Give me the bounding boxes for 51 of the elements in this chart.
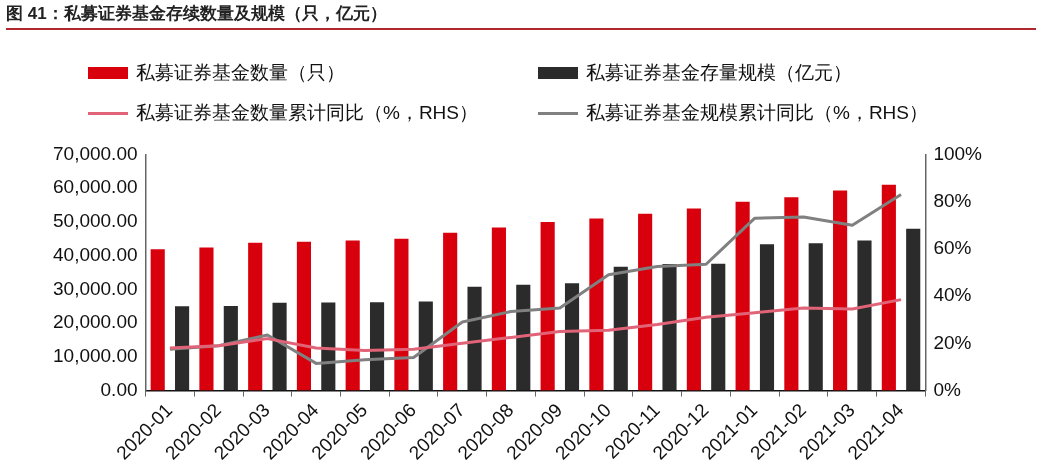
bar bbox=[418, 301, 433, 391]
bar bbox=[467, 286, 482, 391]
y-tick-label: 20,000.00 bbox=[52, 311, 138, 333]
legend-label: 私募证券基金数量累计同比（%，RHS） bbox=[136, 101, 479, 125]
bar bbox=[711, 263, 726, 391]
y-tick-label: 40,000.00 bbox=[52, 243, 138, 265]
bar bbox=[759, 244, 775, 391]
bar bbox=[808, 243, 823, 391]
bar bbox=[150, 249, 165, 391]
y-tick-label: 10,000.00 bbox=[52, 345, 138, 367]
bar bbox=[833, 190, 848, 391]
bar bbox=[443, 232, 458, 391]
bar bbox=[540, 221, 555, 391]
bar bbox=[686, 208, 701, 391]
bar bbox=[272, 302, 287, 391]
bar bbox=[857, 240, 872, 391]
y-tick-label: 30,000.00 bbox=[52, 277, 138, 299]
legend-label: 私募证券基金数量（只） bbox=[136, 61, 345, 85]
chart-title: 图 41：私募证券基金存续数量及规模（只，亿元） bbox=[6, 2, 1036, 30]
bar bbox=[662, 264, 677, 391]
bar bbox=[516, 284, 531, 391]
bar bbox=[223, 305, 238, 391]
bar bbox=[589, 218, 604, 391]
y2-tick-label: 60% bbox=[933, 237, 972, 259]
bar bbox=[345, 240, 360, 391]
y2-tick-label: 40% bbox=[933, 284, 972, 306]
bar bbox=[881, 184, 896, 391]
bar bbox=[735, 201, 750, 391]
y2-tick-label: 20% bbox=[933, 331, 972, 353]
bar bbox=[394, 238, 409, 391]
bar bbox=[199, 247, 214, 391]
legend-label: 私募证券基金存量规模（亿元） bbox=[586, 61, 852, 85]
legend-label: 私募证券基金规模累计同比（%，RHS） bbox=[586, 101, 929, 125]
bar bbox=[906, 228, 921, 391]
bar bbox=[613, 266, 628, 391]
bar bbox=[369, 302, 385, 391]
bar bbox=[491, 227, 506, 391]
y-tick-label: 70,000.00 bbox=[52, 142, 138, 164]
bar bbox=[638, 213, 653, 391]
bar bbox=[248, 242, 263, 391]
y2-tick-label: 0% bbox=[933, 378, 961, 400]
y2-tick-label: 80% bbox=[933, 189, 972, 211]
y-tick-label: 50,000.00 bbox=[52, 210, 138, 232]
bar bbox=[784, 197, 799, 391]
bar bbox=[296, 241, 312, 391]
y-tick-label: 0.00 bbox=[100, 378, 138, 400]
bar bbox=[321, 302, 336, 391]
bar bbox=[175, 306, 190, 391]
y2-tick-label: 100% bbox=[933, 142, 983, 164]
bar bbox=[564, 283, 580, 391]
y-tick-label: 60,000.00 bbox=[52, 176, 138, 198]
